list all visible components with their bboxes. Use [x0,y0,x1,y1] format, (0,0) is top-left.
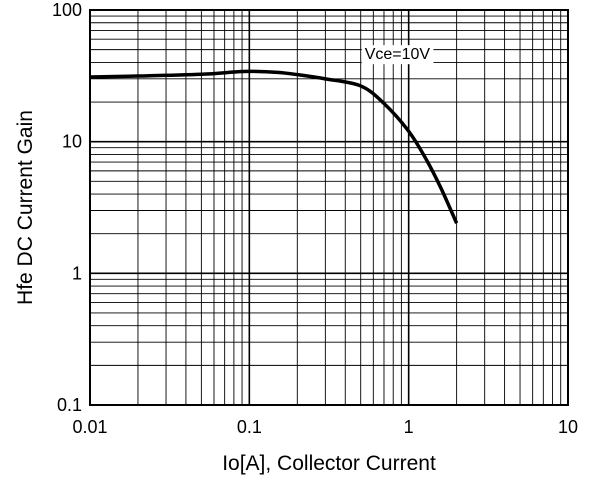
data-point [382,102,385,105]
annotation: Vce=10V [361,45,434,65]
data-point [324,77,327,80]
x-tick-label: 10 [558,417,578,437]
data-point [276,71,279,74]
plot-frame [89,9,569,406]
y-tick-labels: 0.1 1 10 100 [52,0,82,415]
x-tick-labels: 0.01 0.1 1 10 [72,417,578,437]
data-point [89,75,92,78]
data-point [407,130,410,133]
y-tick-label: 100 [52,0,82,20]
x-axis-label: Io[A], Collector Current [222,452,436,475]
grid [90,10,568,405]
data-point [200,73,203,76]
y-tick-label: 0.1 [57,395,82,415]
data-point [232,71,235,74]
series-line [89,69,459,224]
data-point [296,73,299,76]
y-axis-label: Hfe DC Current Gain [14,110,37,305]
data-point [440,187,443,190]
x-tick-label: 0.01 [72,417,107,437]
data-point [455,222,458,225]
y-tick-label: 1 [72,263,82,283]
annotation-text: Vce=10V [365,46,431,63]
data-point [136,75,139,78]
data-point [359,84,362,87]
data-point [425,159,428,162]
y-tick-label: 10 [62,132,82,152]
annotation-background [361,45,434,65]
x-tick-label: 1 [404,417,414,437]
data-point [248,70,251,73]
x-tick-label: 0.1 [237,417,262,437]
